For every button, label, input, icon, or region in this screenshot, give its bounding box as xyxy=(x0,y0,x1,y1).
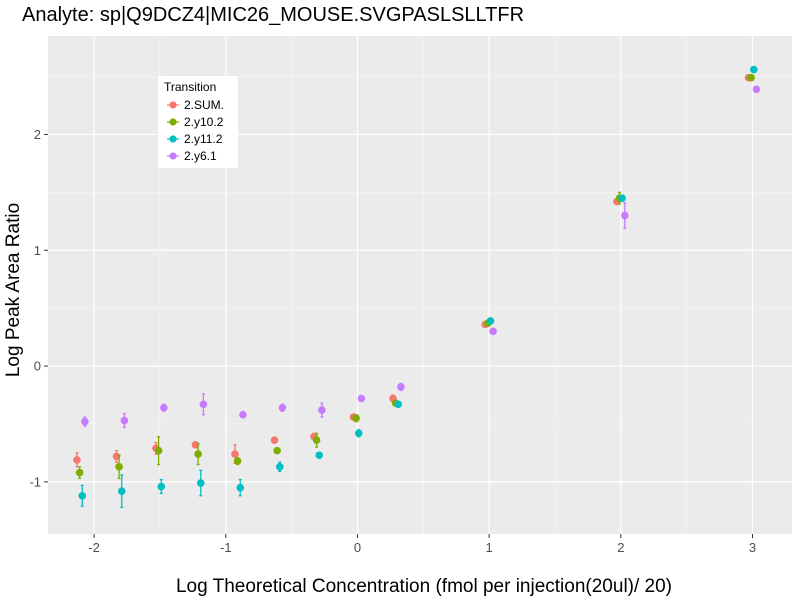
data-point xyxy=(75,468,84,477)
data-point xyxy=(73,456,81,464)
data-point xyxy=(236,483,245,492)
y-tick-label: 1 xyxy=(34,243,41,258)
data-point xyxy=(750,65,758,74)
legend: Transition 2.SUM. 2.y10.2 2.y11.2 2.y6.1 xyxy=(158,76,238,168)
data-point xyxy=(394,400,403,409)
legend-key-point xyxy=(169,152,177,160)
x-tick-label: -1 xyxy=(220,540,232,555)
data-point xyxy=(315,451,324,460)
data-point xyxy=(752,85,761,94)
data-point xyxy=(352,414,360,422)
legend-title: Transition xyxy=(164,80,216,94)
data-point xyxy=(747,73,755,82)
data-point xyxy=(115,463,123,471)
legend-key-point xyxy=(169,135,177,143)
data-point xyxy=(270,436,279,444)
data-point xyxy=(199,400,208,409)
data-point xyxy=(278,403,287,412)
legend-entry: 2.y11.2 xyxy=(184,132,223,146)
legend-key-point xyxy=(169,101,177,109)
legend-entry: 2.SUM. xyxy=(184,98,224,112)
axis-layer: -2 -1 0 1 2 3 -1 0 1 2 xyxy=(29,127,756,555)
y-tick-label: -1 xyxy=(29,474,41,489)
x-tick-label: 0 xyxy=(354,540,361,555)
data-point xyxy=(154,446,163,455)
data-point xyxy=(357,394,366,403)
data-point xyxy=(275,463,284,471)
y-tick-label: 0 xyxy=(34,359,41,374)
x-tick-label: 2 xyxy=(617,540,624,555)
marks-layer xyxy=(73,65,761,509)
data-point xyxy=(620,211,629,220)
data-point xyxy=(231,450,239,458)
data-point xyxy=(397,383,405,391)
data-point xyxy=(233,457,242,465)
data-point xyxy=(157,482,166,491)
data-point xyxy=(318,406,326,414)
y-tick-label: 2 xyxy=(34,127,41,142)
data-point xyxy=(618,194,626,202)
x-tick-label: 3 xyxy=(749,540,756,555)
x-tick-label: -2 xyxy=(88,540,100,555)
data-point xyxy=(486,317,495,325)
legend-key-point xyxy=(169,118,177,126)
data-point xyxy=(191,441,200,449)
data-point xyxy=(239,410,247,419)
data-point xyxy=(81,417,89,426)
data-point xyxy=(312,436,321,444)
data-point xyxy=(112,452,121,461)
data-point xyxy=(196,479,205,487)
legend-entry: 2.y6.1 xyxy=(184,149,217,163)
chart-title: Analyte: sp|Q9DCZ4|MIC26_MOUSE.SVGPASLSL… xyxy=(22,4,525,26)
data-point xyxy=(120,416,129,425)
data-point xyxy=(117,487,126,495)
data-point xyxy=(354,429,363,438)
data-point xyxy=(489,327,497,336)
data-point xyxy=(194,450,202,458)
data-point xyxy=(78,491,87,500)
x-axis-label: Log Theoretical Concentration (fmol per … xyxy=(175,576,673,597)
data-point xyxy=(273,446,281,455)
legend-entry: 2.y10.2 xyxy=(184,115,224,129)
data-point xyxy=(160,403,168,412)
x-tick-label: 1 xyxy=(486,540,493,555)
